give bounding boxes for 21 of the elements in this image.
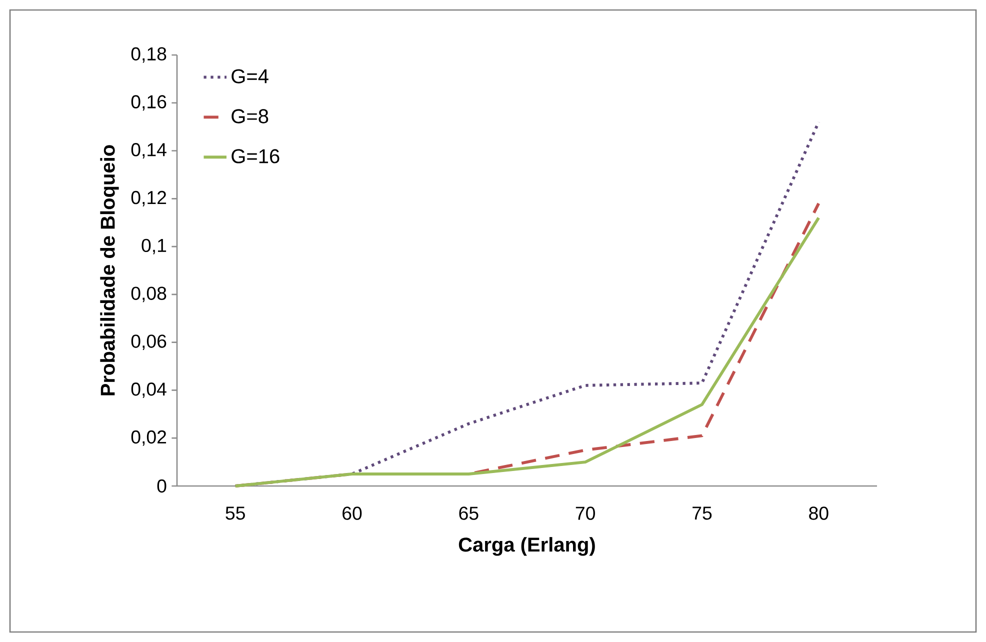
y-tick-label: 0,08 <box>131 286 166 302</box>
x-tick-label: 75 <box>692 506 712 520</box>
x-tick-label: 65 <box>459 506 478 520</box>
x-tick-label: 70 <box>576 506 595 520</box>
y-tick-label: 0 <box>157 479 166 493</box>
y-tick-label: 0,06 <box>131 334 166 350</box>
y-tick-label: 0,04 <box>131 382 166 398</box>
y-tick-label: 0,02 <box>131 430 166 446</box>
y-tick-label: 0,18 <box>131 47 166 63</box>
y-axis-title: Probabilidade de Bloqueio <box>100 145 119 396</box>
legend-label: G=4 <box>232 69 268 84</box>
x-axis-title: Carga (Erlang) <box>458 537 595 556</box>
legend-label: G=16 <box>232 149 280 164</box>
x-tick-label: 55 <box>226 506 245 520</box>
legend-label: G=8 <box>232 109 268 124</box>
x-tick-label: 80 <box>809 506 828 520</box>
y-tick-label: 0,12 <box>131 190 166 206</box>
y-tick-label: 0,14 <box>131 143 166 158</box>
x-tick-label: 60 <box>342 506 362 520</box>
y-tick-label: 0,1 <box>142 238 166 254</box>
y-tick-label: 0,16 <box>131 95 166 111</box>
